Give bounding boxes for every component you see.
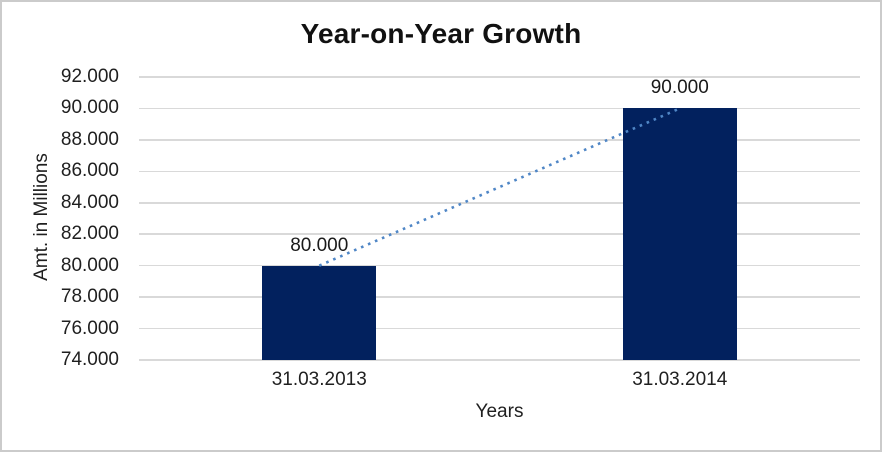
y-tick-label: 80.000 <box>60 254 119 276</box>
gridline <box>139 76 860 78</box>
gridline <box>139 202 860 204</box>
y-tick-label: 82.000 <box>60 223 119 245</box>
gridline <box>139 233 860 235</box>
gridline <box>139 296 860 298</box>
gridline <box>139 359 860 361</box>
bar-31.03.2013[interactable] <box>262 265 377 360</box>
y-tick-label: 86.000 <box>60 160 119 182</box>
bar-31.03.2014[interactable] <box>622 108 737 360</box>
x-category-label: 31.03.2014 <box>632 369 728 390</box>
gridline <box>139 170 860 173</box>
gridline <box>139 264 860 267</box>
y-tick-label: 76.000 <box>60 317 119 339</box>
gridline <box>139 327 860 330</box>
gridline <box>139 139 860 141</box>
data-label: 80.000 <box>290 234 349 256</box>
chart-title: Year-on-Year Growth <box>300 18 582 49</box>
x-category-label: 31.03.2013 <box>271 369 367 390</box>
y-tick-label: 74.000 <box>60 349 119 370</box>
y-tick-label: 90.000 <box>60 97 119 119</box>
y-tick-label: 84.000 <box>60 191 119 213</box>
data-label: 90.000 <box>650 77 709 99</box>
y-tick-label: 78.000 <box>60 286 119 308</box>
y-tick-label: 92.000 <box>60 66 119 87</box>
y-tick-label: 88.000 <box>60 128 119 150</box>
x-axis-title: Years <box>475 401 524 422</box>
gridline <box>139 107 860 110</box>
